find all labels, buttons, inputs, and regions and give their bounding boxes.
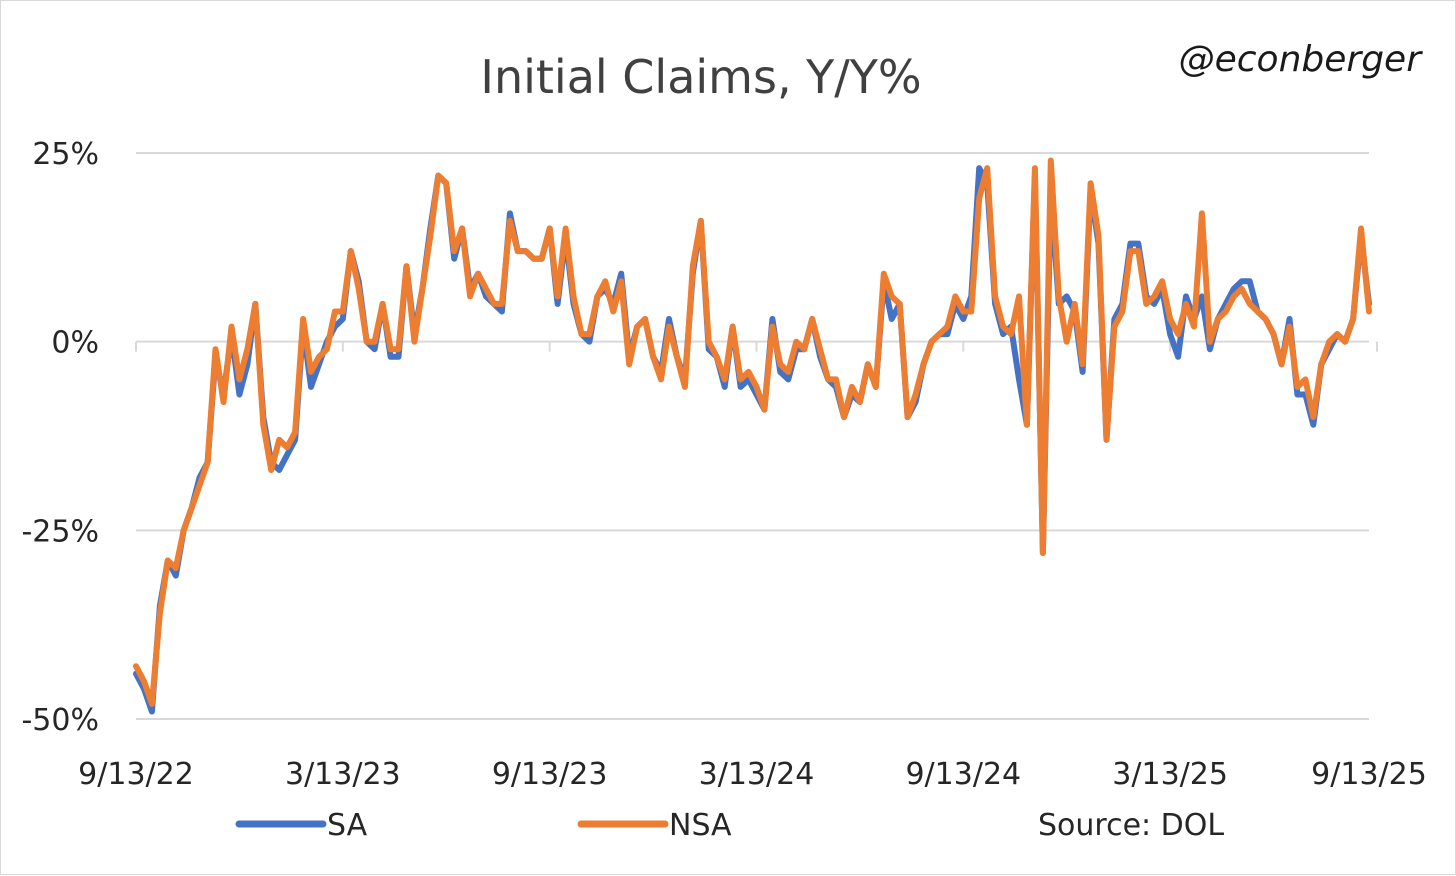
- y-tick-label: 0%: [51, 326, 99, 361]
- series-line-sa: [133, 165, 1372, 715]
- author-handle: @econberger: [1179, 39, 1424, 80]
- x-tick-label: 3/13/24: [699, 757, 815, 792]
- source-note: Source: DOL: [1038, 808, 1224, 843]
- series-lines: [133, 157, 1372, 715]
- series-line-nsa: [133, 157, 1372, 707]
- y-tick-label: -50%: [21, 703, 99, 738]
- chart-title: Initial Claims, Y/Y%: [480, 50, 921, 104]
- x-tick-label: 9/13/23: [492, 757, 608, 792]
- gridlines: [136, 152, 1369, 720]
- y-axis-ticks: 25% 0% -25% -50%: [21, 137, 99, 738]
- x-axis-ticks: 9/13/22 3/13/23 9/13/23 3/13/24 9/13/24 3/13/…: [78, 341, 1427, 792]
- x-tick-label: 9/13/24: [905, 757, 1021, 792]
- legend: SA NSA: [235, 808, 732, 843]
- x-tick-label: 9/13/22: [78, 757, 194, 792]
- legend-label-nsa: NSA: [669, 808, 732, 843]
- x-tick-label: 9/13/25: [1311, 757, 1427, 792]
- y-tick-label: -25%: [21, 514, 99, 549]
- legend-label-sa: SA: [327, 808, 368, 843]
- x-tick-label: 3/13/25: [1112, 757, 1228, 792]
- x-tick-label: 3/13/23: [285, 757, 401, 792]
- y-tick-label: 25%: [32, 137, 99, 172]
